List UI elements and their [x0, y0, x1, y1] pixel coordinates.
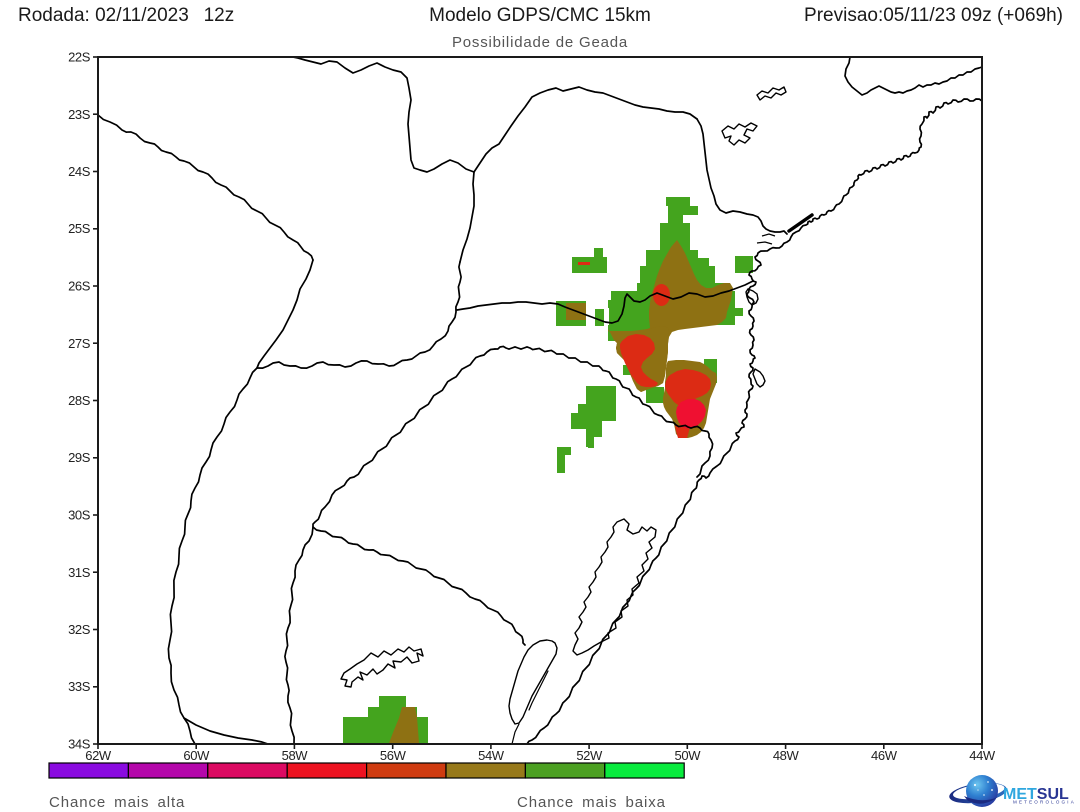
svg-text:25S: 25S [68, 221, 91, 236]
svg-text:26S: 26S [68, 279, 91, 294]
svg-text:23S: 23S [68, 107, 91, 122]
svg-text:34S: 34S [68, 737, 91, 752]
svg-text:30S: 30S [68, 508, 91, 523]
svg-text:50W: 50W [675, 748, 702, 763]
svg-text:48W: 48W [773, 748, 800, 763]
svg-text:27S: 27S [68, 336, 91, 351]
svg-text:24S: 24S [68, 164, 91, 179]
svg-text:46W: 46W [871, 748, 898, 763]
svg-text:56W: 56W [380, 748, 407, 763]
svg-text:62W: 62W [85, 748, 112, 763]
svg-text:52W: 52W [576, 748, 603, 763]
svg-text:28S: 28S [68, 393, 91, 408]
svg-text:22S: 22S [68, 50, 91, 65]
svg-text:29S: 29S [68, 450, 91, 465]
svg-text:60W: 60W [183, 748, 210, 763]
svg-text:58W: 58W [282, 748, 309, 763]
svg-text:33S: 33S [68, 679, 91, 694]
svg-text:METEOROLOGIA: METEOROLOGIA [1013, 800, 1076, 805]
svg-text:METSUL: METSUL [1003, 786, 1069, 803]
svg-text:32S: 32S [68, 622, 91, 637]
svg-text:31S: 31S [68, 565, 91, 580]
svg-text:44W: 44W [969, 748, 996, 763]
svg-text:54W: 54W [478, 748, 505, 763]
